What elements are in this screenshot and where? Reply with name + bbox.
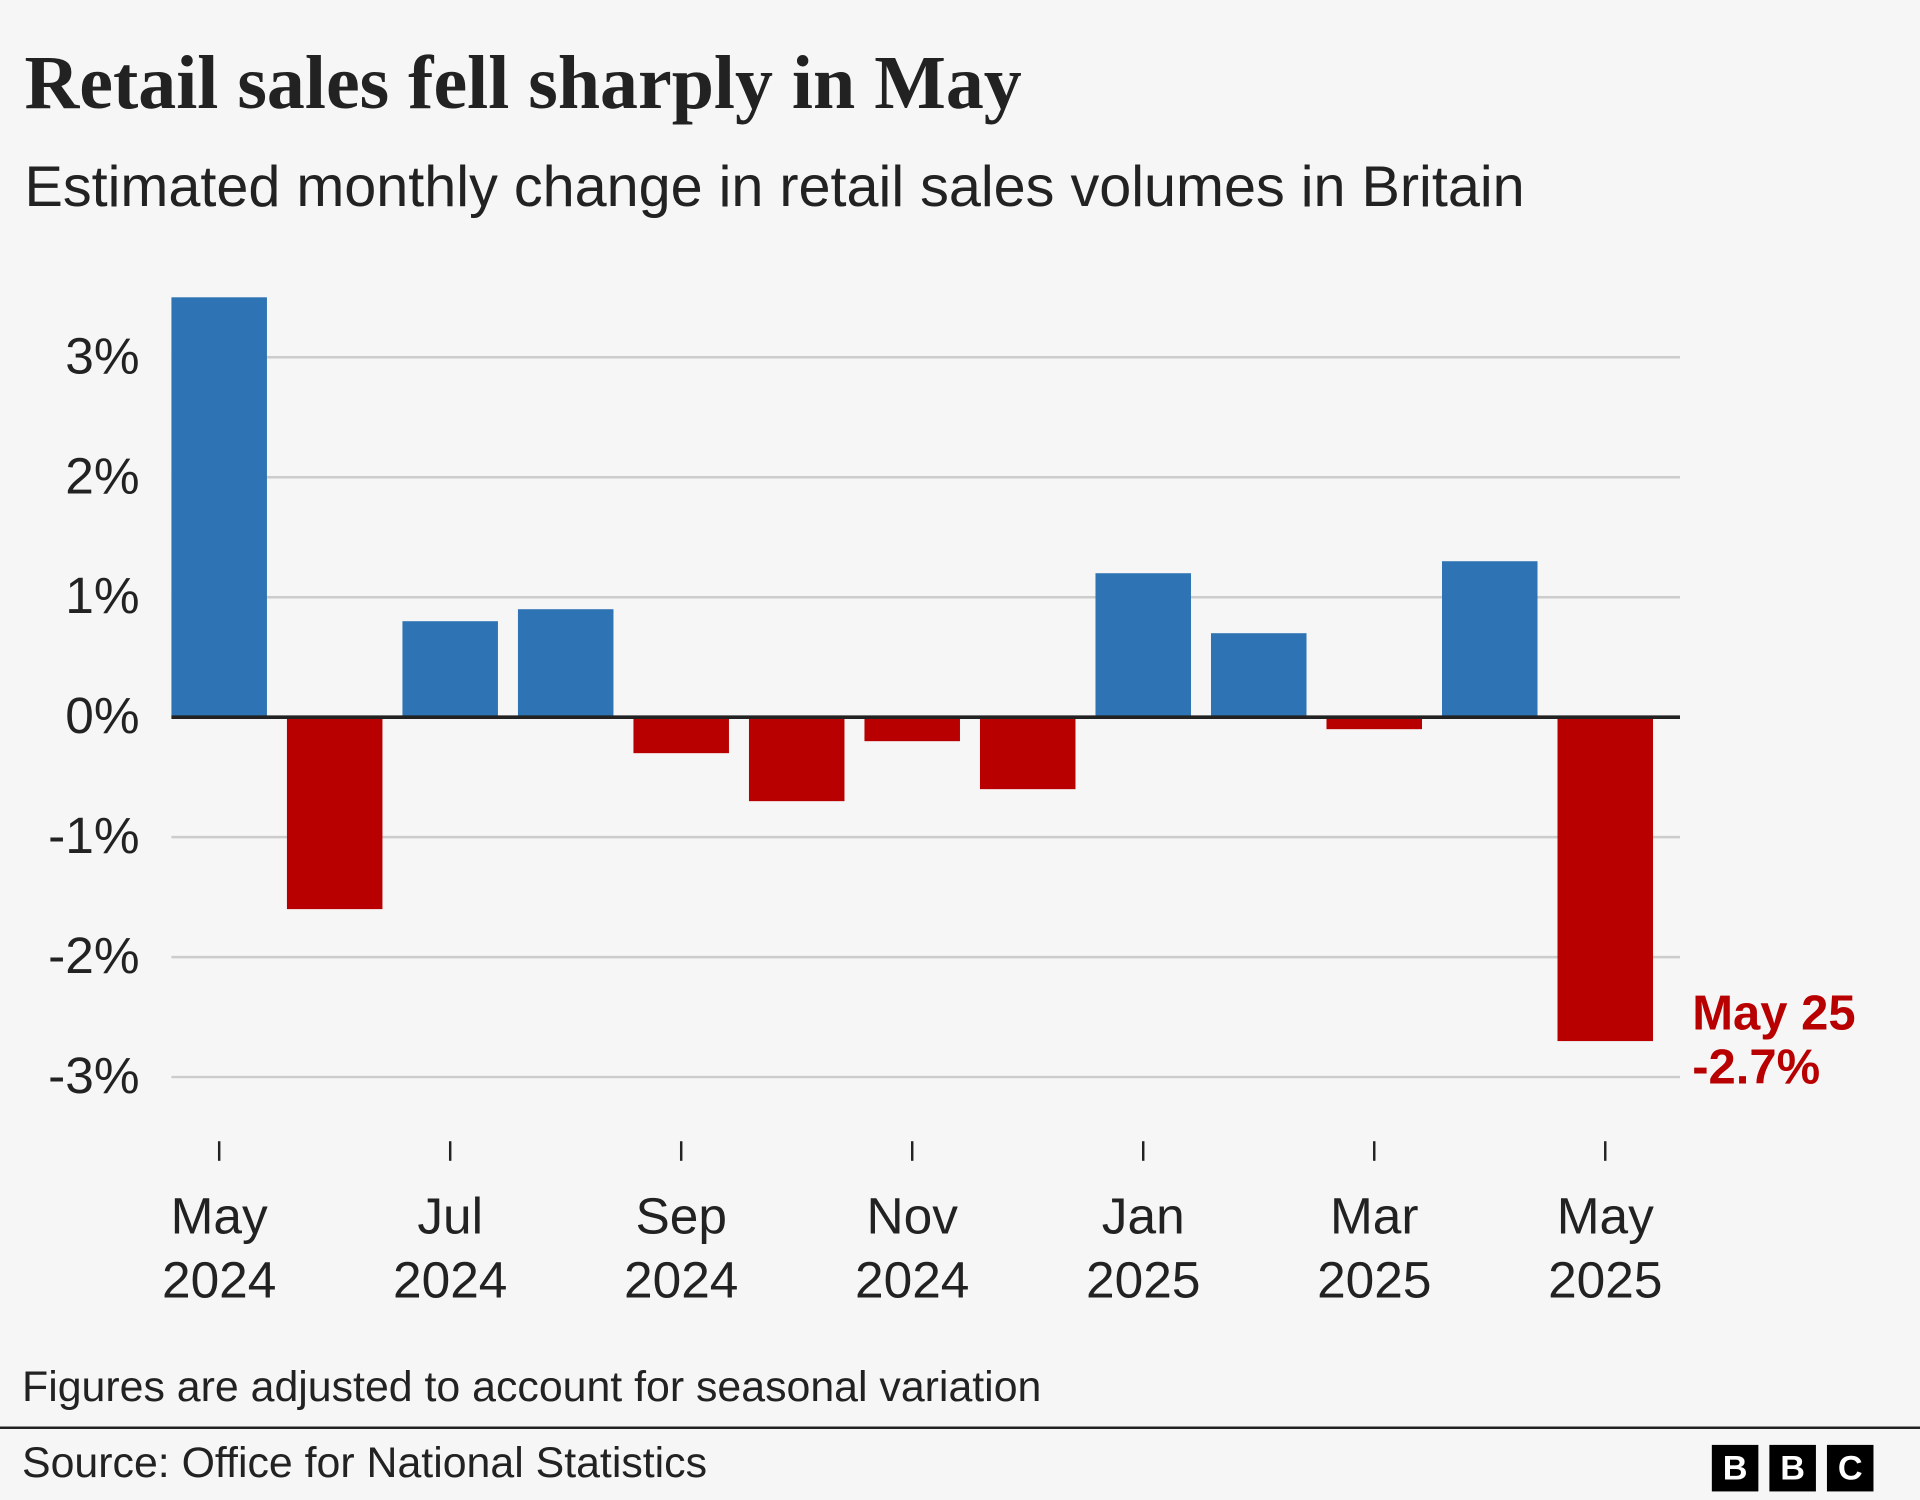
- y-tick-label: -1%: [48, 806, 139, 864]
- chart-title: Retail sales fell sharply in May: [24, 41, 1021, 125]
- bar: [171, 297, 267, 718]
- bar: [748, 717, 845, 802]
- logo-letter: B: [1780, 1450, 1805, 1488]
- bar: [1210, 633, 1307, 718]
- bar: [1441, 561, 1538, 718]
- y-tick-label: -2%: [48, 926, 139, 984]
- bar: [633, 717, 729, 754]
- x-tick-label: Sep 2024: [624, 1186, 738, 1308]
- logo-box: [1711, 1444, 1759, 1492]
- y-tick-label: 1%: [65, 566, 139, 624]
- bar: [1326, 717, 1422, 730]
- x-tick-label: May 2025: [1548, 1186, 1662, 1308]
- x-tick-label: May 2024: [162, 1186, 276, 1308]
- x-tick-label: Nov 2024: [855, 1186, 969, 1308]
- value-label: -2.7%: [1692, 1040, 1820, 1094]
- x-tick-label: Mar 2025: [1317, 1186, 1431, 1308]
- logo-letter: C: [1838, 1450, 1863, 1488]
- y-tick-label: 2%: [65, 446, 139, 504]
- x-tick-label: Jan 2025: [1086, 1186, 1200, 1308]
- bar: [286, 717, 383, 910]
- bar: [979, 717, 1076, 790]
- bar: [1095, 573, 1191, 718]
- y-tick-label: 3%: [65, 326, 139, 384]
- logo-box: [1769, 1444, 1816, 1492]
- source: Source: Office for National Statistics: [22, 1439, 707, 1487]
- bar: [1557, 717, 1654, 1042]
- note: Figures are adjusted to account for seas…: [22, 1363, 1041, 1411]
- annotation: May 25: [1692, 987, 1855, 1041]
- y-tick-label: 0%: [65, 686, 139, 744]
- bar: [402, 621, 498, 718]
- y-tick-label: -3%: [48, 1046, 139, 1104]
- chart-subtitle: Estimated monthly change in retail sales…: [24, 155, 1524, 219]
- logo-letter: B: [1723, 1450, 1748, 1488]
- logo-box: [1826, 1444, 1874, 1492]
- bar: [517, 609, 614, 718]
- x-tick-label: Jul 2024: [393, 1186, 507, 1308]
- bar: [864, 717, 960, 742]
